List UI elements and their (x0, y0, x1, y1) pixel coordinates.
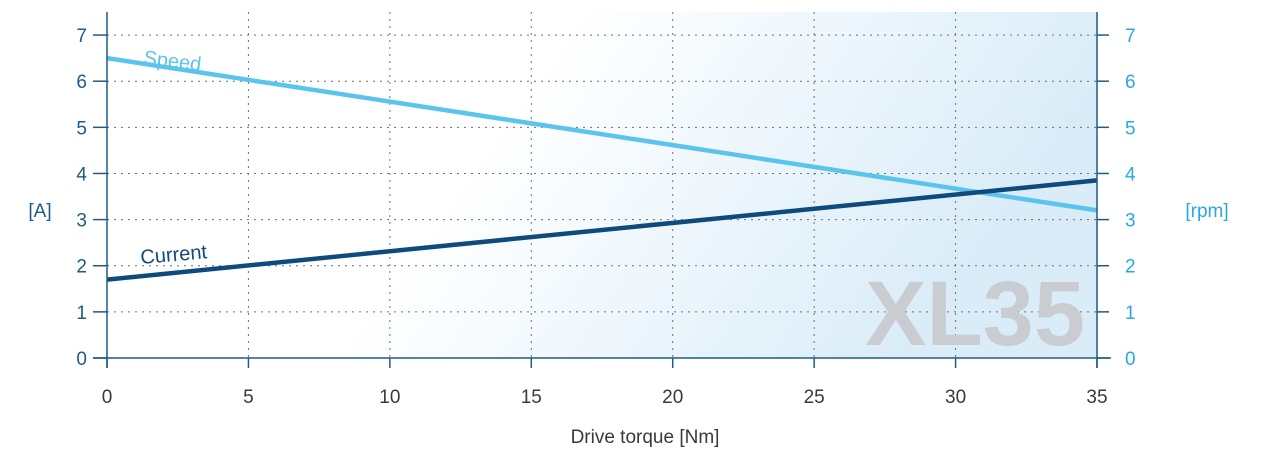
y-left-tick-label-5: 5 (76, 118, 87, 139)
y-right-tick-label-2: 2 (1125, 257, 1136, 278)
x-tick-label-25: 25 (804, 387, 825, 408)
x-tick-label-15: 15 (521, 387, 542, 408)
y-left-tick-label-4: 4 (76, 164, 87, 185)
watermark-model: XL35 (865, 263, 1085, 365)
tick-labels: 0 5 10 15 20 25 30 35 0 1 2 3 4 5 6 7 0 1 2 3 4 5 6 7 (76, 26, 1136, 408)
x-tick-label-35: 35 (1086, 387, 1107, 408)
y-left-tick-label-1: 1 (76, 303, 87, 324)
tick-marks (93, 34, 1109, 368)
x-tick-label-0: 0 (102, 387, 113, 408)
x-tick-label-20: 20 (662, 387, 683, 408)
y-right-tick-label-1: 1 (1125, 303, 1136, 324)
y-left-tick-label-3: 3 (76, 211, 87, 232)
axes (93, 12, 1111, 368)
series-line-current (106, 178, 1098, 282)
grid-lines (107, 12, 1097, 358)
y-right-tick-label-0: 0 (1125, 349, 1136, 370)
y-left-tick-label-7: 7 (76, 26, 87, 47)
x-tick-label-5: 5 (243, 387, 254, 408)
series-lines (106, 55, 1098, 282)
series-line-speed (106, 55, 1098, 213)
x-tick-label-10: 10 (379, 387, 400, 408)
x-axis-label: Drive torque [Nm] (571, 427, 720, 448)
y-axis-label-left: [A] (28, 201, 51, 222)
y-right-tick-label-7: 7 (1125, 26, 1136, 47)
y-left-tick-label-6: 6 (76, 72, 87, 93)
y-left-tick-label-2: 2 (76, 257, 87, 278)
y-axis-label-right: [rpm] (1185, 201, 1228, 222)
y-left-tick-label-0: 0 (76, 349, 87, 370)
y-right-tick-label-5: 5 (1125, 118, 1136, 139)
y-right-tick-label-3: 3 (1125, 211, 1136, 232)
y-right-tick-label-6: 6 (1125, 72, 1136, 93)
y-right-tick-label-4: 4 (1125, 164, 1136, 185)
x-tick-label-30: 30 (945, 387, 966, 408)
